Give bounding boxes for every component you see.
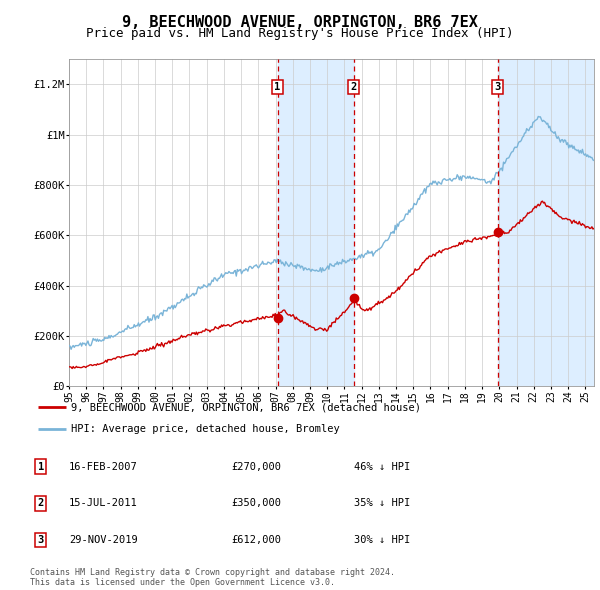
- Text: 9, BEECHWOOD AVENUE, ORPINGTON, BR6 7EX: 9, BEECHWOOD AVENUE, ORPINGTON, BR6 7EX: [122, 15, 478, 30]
- Text: £350,000: £350,000: [231, 499, 281, 508]
- Text: Price paid vs. HM Land Registry's House Price Index (HPI): Price paid vs. HM Land Registry's House …: [86, 27, 514, 40]
- Text: 35% ↓ HPI: 35% ↓ HPI: [354, 499, 410, 508]
- Bar: [278, 59, 354, 386]
- Text: 3: 3: [38, 535, 44, 545]
- Text: Contains HM Land Registry data © Crown copyright and database right 2024.
This d: Contains HM Land Registry data © Crown c…: [30, 568, 395, 587]
- Text: HPI: Average price, detached house, Bromley: HPI: Average price, detached house, Brom…: [71, 424, 340, 434]
- Text: 29-NOV-2019: 29-NOV-2019: [69, 535, 138, 545]
- Bar: [498, 59, 594, 386]
- Text: 3: 3: [494, 82, 501, 92]
- Text: 2: 2: [350, 82, 357, 92]
- Text: 1: 1: [38, 462, 44, 471]
- Text: £612,000: £612,000: [231, 535, 281, 545]
- Text: 9, BEECHWOOD AVENUE, ORPINGTON, BR6 7EX (detached house): 9, BEECHWOOD AVENUE, ORPINGTON, BR6 7EX …: [71, 402, 421, 412]
- Text: 2: 2: [38, 499, 44, 508]
- Text: 30% ↓ HPI: 30% ↓ HPI: [354, 535, 410, 545]
- Text: £270,000: £270,000: [231, 462, 281, 471]
- Text: 1: 1: [274, 82, 281, 92]
- Text: 15-JUL-2011: 15-JUL-2011: [69, 499, 138, 508]
- Text: 16-FEB-2007: 16-FEB-2007: [69, 462, 138, 471]
- Text: 46% ↓ HPI: 46% ↓ HPI: [354, 462, 410, 471]
